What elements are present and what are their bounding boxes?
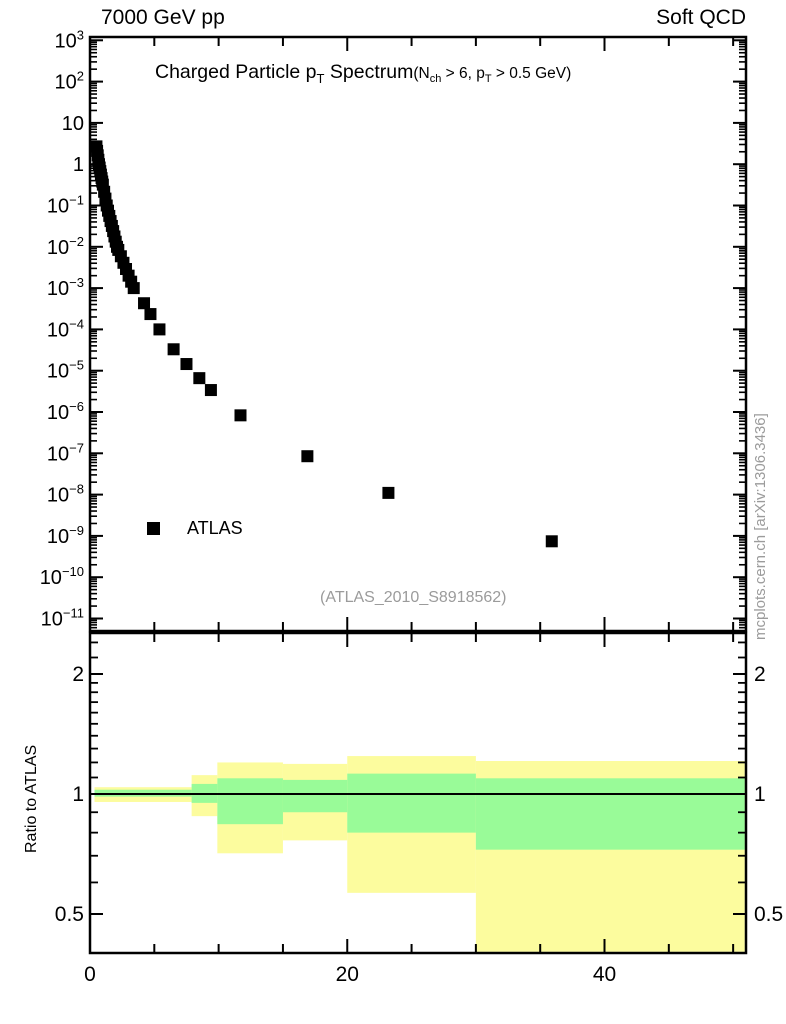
data-point-marker (193, 372, 206, 385)
x-axis-tick-label: 0 (84, 963, 96, 986)
data-point-marker (545, 535, 558, 548)
main-panel-frame (88, 35, 748, 633)
ratio-y-tick-label-right: 0.5 (754, 903, 783, 926)
title-text: (N (413, 65, 430, 82)
title-cut-text: ch (429, 65, 442, 86)
ratio-band-green-segment (282, 779, 348, 813)
data-point-marker (167, 343, 180, 356)
plot-title: Charged Particle pT Spectrum(Nch > 6, pT… (155, 61, 571, 86)
analysis-watermark: (ATLAS_2010_S8918562) (320, 589, 507, 606)
main-y-tick-label: 102 (55, 69, 84, 94)
x-axis-labels: 0 20 40 (84, 963, 616, 986)
ratio-y-tick-label-left: 0.5 (55, 903, 84, 926)
main-y-tick-label: 10−4 (47, 316, 84, 341)
data-point-marker (301, 450, 314, 463)
legend-square-marker-icon (147, 522, 160, 535)
legend-entry-label: ATLAS (187, 518, 243, 538)
main-y-tick-label: 10−3 (47, 275, 84, 300)
title-cut-text: > 0.5 GeV) (491, 65, 572, 82)
main-y-tick-label: 10−10 (40, 564, 84, 589)
main-y-tick-label: 10−5 (47, 358, 84, 383)
x-axis-tick-label: 20 (336, 963, 359, 986)
ratio-y-tick-label-left: 1 (72, 783, 84, 806)
ratio-y-tick-label-left: 2 (72, 663, 84, 686)
ratio-y-axis-ticks (90, 641, 746, 915)
data-point-marker (127, 282, 140, 295)
data-point-marker (204, 384, 217, 397)
main-y-tick-label: 10−1 (47, 193, 84, 218)
title-cut-text: T (484, 65, 492, 86)
main-y-tick-label: 10−9 (47, 523, 84, 548)
data-point-marker (114, 250, 127, 263)
title-text: Spectrum (324, 61, 414, 83)
data-point-marker (382, 486, 395, 499)
ratio-uncertainty-bands (94, 756, 745, 952)
header-process-label: Soft QCD (656, 6, 746, 29)
title-cut-text: > 6, p (441, 65, 485, 82)
ratio-y-axis-labels: 0.5 0.5 1 1 2 2 (55, 663, 783, 926)
main-y-tick-label: 10 (62, 113, 84, 135)
main-y-axis-labels: 10−1110−1010−910−810−710−610−510−410−310… (40, 27, 84, 630)
main-y-tick-label: 10−6 (47, 399, 84, 424)
mcplots-arxiv-note: mcplots.cern.ch [arXiv:1306.3436] (752, 413, 769, 640)
main-y-tick-label: 10−8 (47, 482, 84, 507)
header-beam-label: 7000 GeV pp (101, 6, 225, 29)
data-point-marker (234, 409, 247, 422)
main-y-tick-label: 10−7 (47, 440, 84, 465)
main-y-tick-label: 103 (55, 27, 84, 52)
data-point-marker (144, 308, 157, 321)
legend: ATLAS (147, 518, 243, 539)
title-subscript: T (316, 70, 325, 86)
title-text: > 0.5 GeV) (491, 65, 572, 82)
title-subscript: T (484, 73, 492, 86)
data-point-marker (153, 323, 166, 336)
data-points-series-atlas (90, 140, 558, 548)
title-text: Charged Particle p (155, 61, 317, 83)
main-y-tick-label: 10−2 (47, 234, 84, 259)
ratio-y-tick-label-right: 2 (754, 663, 766, 686)
main-y-axis-ticks (90, 39, 746, 629)
main-y-tick-label: 10−11 (41, 606, 84, 631)
data-point-marker (138, 297, 151, 310)
title-cut-text: (N (413, 65, 429, 82)
main-y-tick-label: 1 (73, 154, 84, 176)
data-point-marker (122, 269, 135, 282)
ratio-axis-title: Ratio to ATLAS (23, 744, 40, 853)
ratio-y-tick-label-right: 1 (754, 783, 766, 806)
x-axis-tick-label: 40 (593, 963, 616, 986)
title-subscript: ch (429, 73, 442, 86)
ratio-band-green-segment (217, 778, 283, 825)
ratio-band-green-segment (347, 773, 476, 833)
data-point-marker (180, 358, 193, 371)
title-text: > 6, p (441, 65, 485, 82)
ratio-band-green-segment (475, 778, 745, 850)
